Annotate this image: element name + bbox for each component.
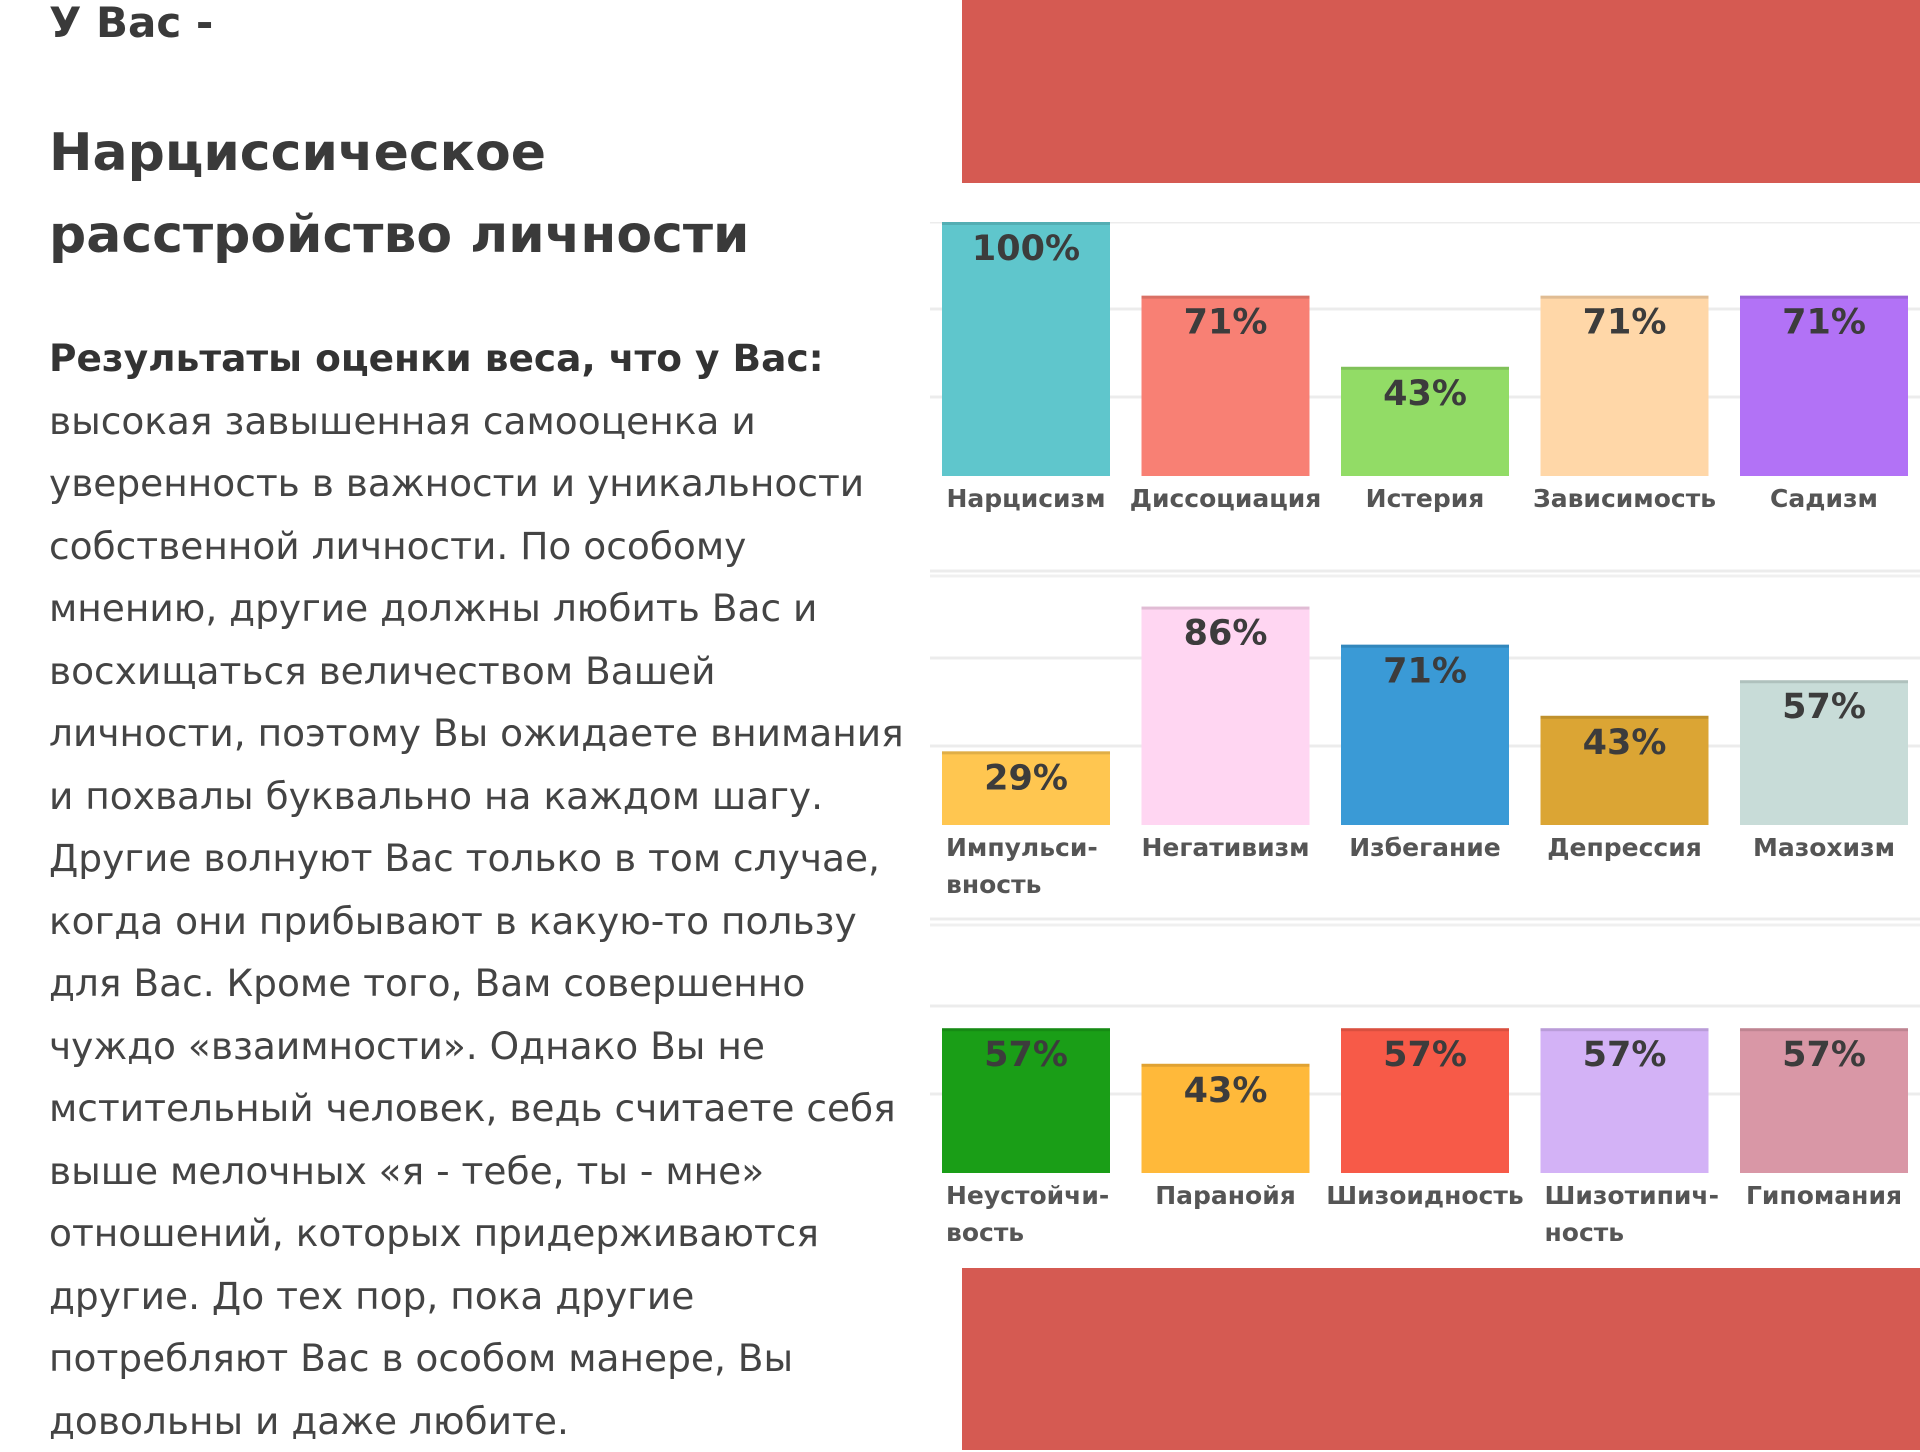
category-label: Импульси-: [946, 833, 1098, 862]
category-label: Паранойя: [1155, 1181, 1296, 1210]
bar: [1341, 1028, 1509, 1173]
bar-top-edge: [942, 751, 1110, 755]
bar: [942, 751, 1110, 825]
bar-top-edge: [1740, 680, 1908, 684]
bar: [1141, 606, 1310, 825]
bar-value-label: 57%: [1782, 1035, 1866, 1075]
bar-top-edge: [1540, 715, 1709, 719]
bar-top-edge: [1740, 1028, 1908, 1032]
bar-value-label: 71%: [1383, 652, 1467, 692]
bar: [1740, 1028, 1908, 1173]
bar-value-label: 100%: [972, 229, 1080, 269]
bar: [1740, 680, 1908, 825]
bar-value-label: 43%: [1383, 374, 1467, 414]
bar: [1141, 1063, 1310, 1173]
result-description: Результаты оценки веса, что у Вас: высок…: [49, 327, 909, 1452]
bar-top-edge: [1540, 295, 1709, 299]
category-label: вость: [946, 1218, 1024, 1247]
category-label: Негативизм: [1141, 833, 1309, 862]
category-label: ность: [1545, 1218, 1625, 1247]
category-label: Зависимость: [1533, 484, 1716, 513]
category-label: Избегание: [1349, 833, 1501, 862]
bar-value-label: 57%: [1583, 1035, 1667, 1075]
bar-top-edge: [1141, 606, 1310, 610]
personality-charts: 100% Нарцисизм 71% Диссоциация 43% Истерия 71%…: [930, 222, 1920, 1247]
header-banner: [962, 0, 1920, 183]
category-label: Садизм: [1770, 484, 1878, 513]
category-label: Мазохизм: [1753, 833, 1895, 862]
footer-banner: [962, 1268, 1920, 1450]
bar: [1540, 715, 1709, 825]
bar-value-label: 71%: [1583, 303, 1667, 343]
bar-value-label: 86%: [1184, 614, 1268, 654]
bar-value-label: 71%: [1782, 303, 1866, 343]
result-label: Результаты оценки веса, что у Вас:: [49, 336, 824, 380]
bar-value-label: 29%: [984, 758, 1068, 798]
bar-top-edge: [942, 1028, 1110, 1032]
bar-top-edge: [1740, 295, 1908, 299]
diagnosis-title: Нарциссическое расстройство личности: [49, 123, 750, 265]
category-label: Шизотипич-: [1545, 1181, 1719, 1210]
category-label: Гипомания: [1746, 1181, 1902, 1210]
category-label: Истерия: [1366, 484, 1485, 513]
category-label: Шизоидность: [1326, 1181, 1523, 1210]
category-label: Депрессия: [1547, 833, 1702, 862]
bar: [1341, 366, 1509, 476]
bar-value-label: 57%: [1782, 687, 1866, 727]
bar-top-edge: [1341, 644, 1509, 648]
bar-top-edge: [1341, 366, 1509, 370]
bar: [1341, 644, 1509, 825]
bar-value-label: 43%: [1184, 1071, 1268, 1111]
bar: [1540, 1028, 1709, 1173]
bar: [1540, 295, 1709, 476]
bar: [942, 222, 1110, 476]
category-label: Диссоциация: [1130, 484, 1322, 513]
bar-top-edge: [1141, 295, 1310, 299]
bar: [1740, 295, 1908, 476]
bar-value-label: 43%: [1583, 723, 1667, 763]
bar-value-label: 57%: [984, 1035, 1068, 1075]
bar-value-label: 57%: [1383, 1035, 1467, 1075]
result-intro: У Вас -: [49, 0, 214, 47]
bar: [942, 1028, 1110, 1173]
bar-value-label: 71%: [1184, 303, 1268, 343]
bar: [1141, 295, 1310, 476]
category-label: Неустойчи-: [946, 1181, 1109, 1210]
result-text: высокая завышенная самооценка и уверенно…: [49, 398, 904, 1443]
bar-top-edge: [1341, 1028, 1509, 1032]
category-label: Нарцисизм: [946, 484, 1105, 513]
bar-top-edge: [1540, 1028, 1709, 1032]
bar-top-edge: [1141, 1063, 1310, 1067]
bar-top-edge: [942, 222, 1110, 225]
category-label: вность: [946, 870, 1041, 899]
